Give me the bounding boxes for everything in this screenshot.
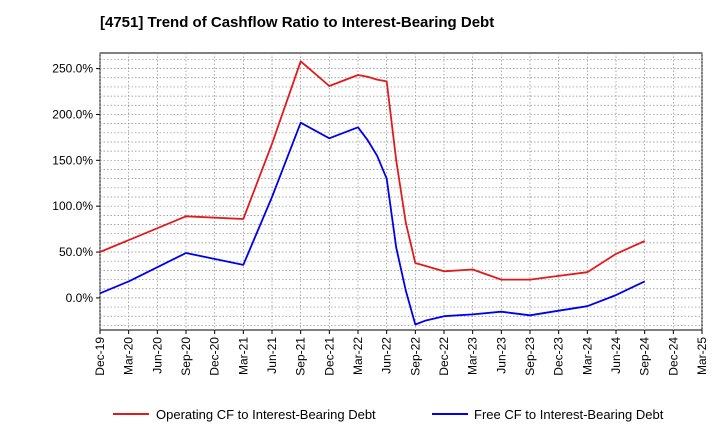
x-tick-label: Mar-24 [580, 337, 594, 375]
x-tick-label: Jun-21 [265, 337, 279, 374]
x-tick-label: Mar-23 [466, 337, 480, 375]
x-tick-label: Sep-21 [294, 337, 308, 376]
x-tick-label: Jun-22 [380, 337, 394, 374]
x-tick-label: Dec-19 [93, 337, 107, 376]
legend-free-cf-label: Free CF to Interest-Bearing Debt [474, 407, 664, 422]
x-tick-label: Dec-23 [552, 337, 566, 376]
legend: Operating CF to Interest-Bearing Debt Fre… [113, 407, 664, 422]
y-tick-label: 0.0% [66, 291, 94, 305]
y-tick-label: 250.0% [52, 62, 93, 76]
x-tick-label: Jun-23 [494, 337, 508, 374]
x-tick-label: Mar-22 [351, 337, 365, 375]
series-lines [99, 60, 646, 326]
x-tick-label: Mar-21 [236, 337, 250, 375]
x-tick-label: Mar-20 [122, 337, 136, 375]
y-tick-label: 50.0% [59, 245, 93, 259]
x-tick-label: Dec-20 [208, 337, 222, 376]
y-axis-ticks: 250.0% 200.0% 150.0% 100.0% 50.0% 0.0% [52, 62, 100, 305]
x-tick-label: Mar-25 [695, 337, 709, 375]
y-tick-label: 200.0% [52, 107, 93, 121]
x-tick-label: Sep-24 [638, 337, 652, 376]
operating-cf-line [99, 60, 646, 281]
x-tick-label: Sep-22 [408, 337, 422, 376]
legend-operating-cf-label: Operating CF to Interest-Bearing Debt [156, 407, 376, 422]
x-tick-label: Dec-22 [437, 337, 451, 376]
y-tick-label: 150.0% [52, 153, 93, 167]
y-tick-label: 100.0% [52, 199, 93, 213]
x-tick-label: Jun-20 [150, 337, 164, 374]
x-tick-label: Jun-24 [609, 337, 623, 374]
x-tick-label: Sep-20 [179, 337, 193, 376]
x-tick-label: Sep-23 [523, 337, 537, 376]
chart-title: [4751] Trend of Cashflow Ratio to Intere… [100, 14, 495, 31]
free-cf-line [99, 121, 646, 326]
x-tick-label: Dec-24 [666, 337, 680, 376]
x-axis-ticks: Dec-19 Mar-20 Jun-20 Sep-20 Dec-20 Mar-21 Jun-… [93, 330, 709, 376]
x-tick-label: Dec-21 [322, 337, 336, 376]
